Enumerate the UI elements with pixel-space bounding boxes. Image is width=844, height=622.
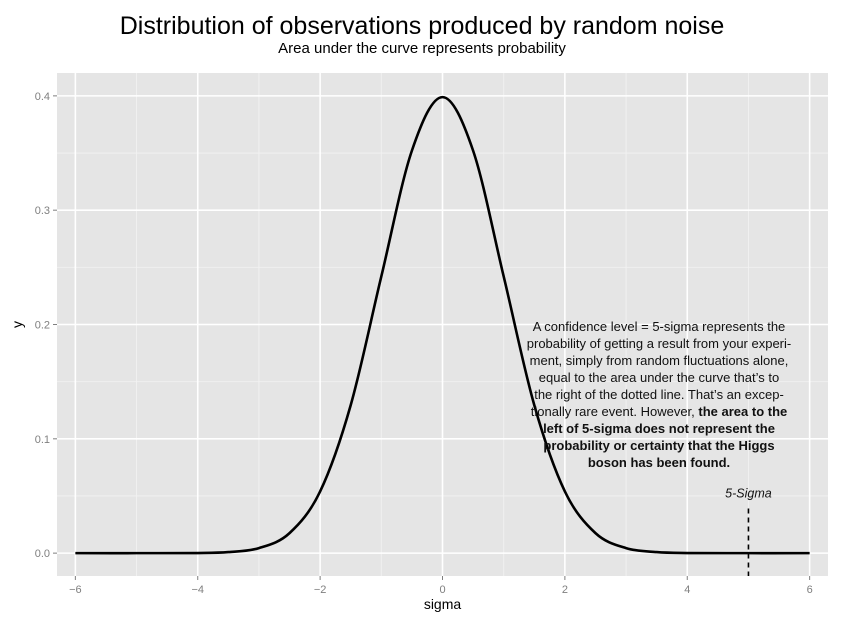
x-tick-label: −2 (314, 584, 327, 596)
annotation-line: left of 5-sigma does not represent the (543, 421, 775, 436)
annotation-regular-text: A confidence level = 5-sigma represents … (533, 319, 786, 334)
annotation-regular-text: equal to the area under the curve that’s… (539, 370, 779, 385)
x-tick-label: 0 (439, 584, 445, 596)
annotation-regular-text: tionally rare event. However, (531, 404, 699, 419)
annotation-regular-text: ment, simply from random fluctuations al… (530, 353, 789, 368)
y-axis: 0.0 0.1 0.2 0.3 0.4 (35, 91, 57, 560)
x-axis-label: sigma (424, 596, 462, 612)
chart-title: Distribution of observations produced by… (119, 12, 725, 40)
y-tick-label: 0.1 (35, 434, 50, 446)
y-tick-label: 0.4 (35, 91, 50, 103)
x-tick-label: 2 (562, 584, 568, 596)
annotation-bold-text: the area to the (698, 404, 787, 419)
x-tick-label: −6 (69, 584, 82, 596)
annotation-regular-text: probability of getting a result from you… (527, 336, 791, 351)
annotation-line: the right of the dotted line. That’s an … (534, 387, 784, 402)
series-line-normal-curve (75, 95, 810, 555)
x-tick-label: 6 (807, 584, 813, 596)
annotation-bold-text: left of 5-sigma does not represent the (543, 421, 775, 436)
annotation-line: probability of getting a result from you… (527, 336, 791, 351)
annotation-line: ment, simply from random fluctuations al… (530, 353, 789, 368)
annotation-line: equal to the area under the curve that’s… (539, 370, 779, 385)
x-tick-label: −4 (191, 584, 204, 596)
annotation-line: A confidence level = 5-sigma represents … (533, 319, 786, 334)
chart-subtitle: Area under the curve represents probabil… (278, 40, 566, 57)
annotation-text: A confidence level = 5-sigma represents … (527, 319, 791, 470)
x-axis: −6 −4 −2 0 2 4 6 (69, 576, 813, 596)
annotation-line: probability or certainty that the Higgs (543, 438, 774, 453)
y-tick-label: 0.0 (35, 548, 50, 560)
x-tick-label: 4 (684, 584, 690, 596)
y-axis-label: y (9, 321, 25, 328)
annotation-regular-text: the right of the dotted line. That’s an … (534, 387, 784, 402)
y-tick-label: 0.3 (35, 205, 50, 217)
annotation-line: tionally rare event. However, the area t… (531, 404, 788, 419)
five-sigma-label: 5-Sigma (725, 487, 772, 501)
annotation-line: boson has been found. (588, 455, 730, 470)
annotation-bold-text: boson has been found. (588, 455, 730, 470)
annotation-bold-text: probability or certainty that the Higgs (543, 438, 774, 453)
y-tick-label: 0.2 (35, 320, 50, 332)
